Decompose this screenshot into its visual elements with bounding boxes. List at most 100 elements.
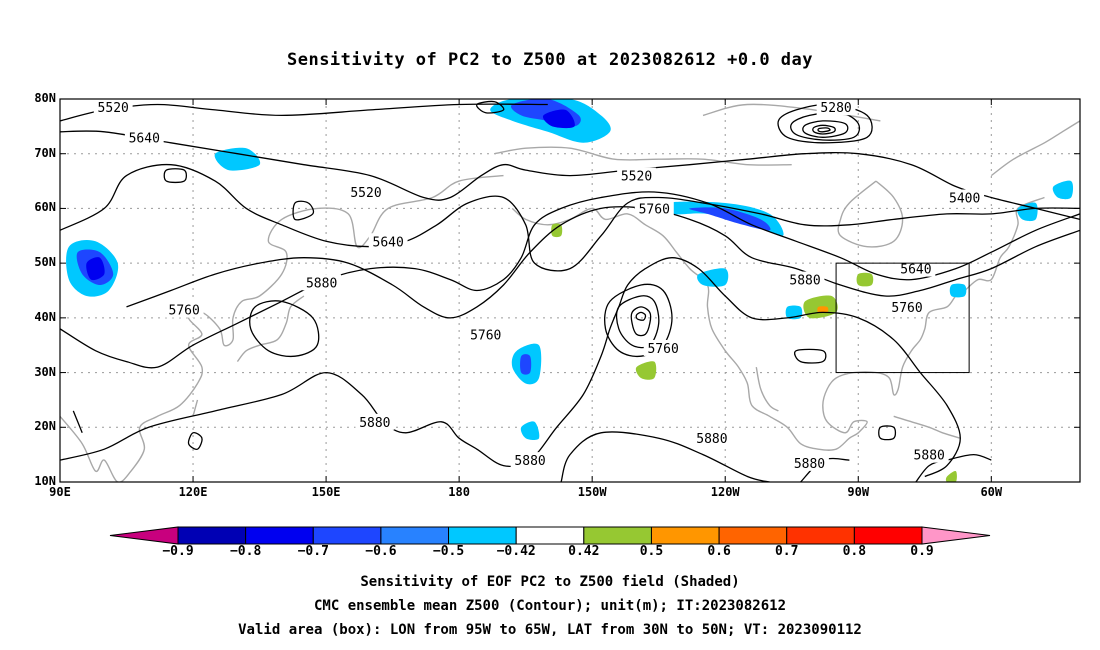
map-frame bbox=[59, 98, 1081, 483]
contour-label: 5880 bbox=[794, 457, 825, 472]
contour-label: 5880 bbox=[789, 274, 820, 289]
contour-ring bbox=[292, 200, 315, 221]
sensitivity-patch bbox=[945, 470, 957, 482]
contour-label: 5760 bbox=[647, 342, 678, 357]
coastline bbox=[702, 103, 881, 122]
contour-ring bbox=[812, 124, 836, 135]
lat-tick-label: 70N bbox=[34, 145, 56, 160]
colorbar bbox=[109, 526, 991, 545]
contour-ring bbox=[794, 348, 827, 364]
coastline bbox=[60, 174, 504, 482]
sensitivity-patch bbox=[697, 268, 729, 287]
contour-ring bbox=[802, 120, 849, 138]
contour-label-bg bbox=[887, 298, 927, 315]
colorbar-tick-label: 0.5 bbox=[639, 544, 664, 559]
lon-tick-label: 90E bbox=[49, 485, 71, 499]
lon-tick-label: 120W bbox=[710, 485, 740, 499]
sensitivity-patch bbox=[817, 306, 829, 314]
colorbar-segment bbox=[921, 526, 991, 545]
valid-area-box bbox=[835, 262, 970, 374]
coastlines bbox=[60, 103, 1080, 482]
sensitivity-patch bbox=[520, 354, 532, 375]
colorbar-segment bbox=[718, 526, 788, 545]
contour-label: 5880 bbox=[914, 449, 945, 464]
contour-label-bg bbox=[355, 413, 395, 430]
contour-label: 5400 bbox=[949, 191, 980, 206]
lat-tick-label: 40N bbox=[34, 309, 56, 324]
contour-label: 5760 bbox=[470, 328, 501, 343]
colorbar-tick-label: −0.6 bbox=[365, 544, 397, 559]
contour-line bbox=[60, 103, 548, 122]
lat-tick-label: 50N bbox=[34, 255, 56, 270]
contour-label-bg bbox=[302, 274, 342, 291]
contour-line bbox=[60, 163, 1080, 272]
colorbar-segment bbox=[380, 526, 450, 545]
contour-label-bg bbox=[790, 454, 829, 471]
caption-valid-area: Valid area (box): LON from 95W to 65W, L… bbox=[238, 622, 862, 638]
lat-tick-label: 10N bbox=[34, 474, 56, 488]
contour-label: 5520 bbox=[621, 170, 652, 185]
colorbar-tick-label: 0.7 bbox=[774, 544, 799, 559]
contour-label: 5640 bbox=[900, 263, 931, 278]
contour-label: 5880 bbox=[696, 432, 727, 447]
coastline bbox=[192, 399, 199, 417]
contour-ring bbox=[249, 300, 320, 358]
contour-label: 5760 bbox=[169, 304, 200, 319]
contour-label-bg bbox=[124, 129, 164, 146]
contour-ring bbox=[878, 425, 897, 441]
colorbar-tick-label: −0.8 bbox=[229, 544, 262, 559]
contour-label-bg bbox=[692, 430, 732, 447]
lat-tick-label: 80N bbox=[34, 91, 56, 105]
colorbar-tick-label: −0.42 bbox=[496, 544, 536, 559]
contour-label: 5760 bbox=[639, 202, 670, 217]
colorbar-segment bbox=[853, 526, 923, 545]
caption-shading: Sensitivity of EOF PC2 to Z500 field (Sh… bbox=[360, 574, 740, 590]
colorbar-segment bbox=[515, 526, 585, 545]
contour-line bbox=[60, 191, 1080, 369]
contour-label-bg bbox=[368, 233, 408, 250]
sensitivity-shading bbox=[66, 99, 1074, 482]
contour-label-bg bbox=[643, 339, 683, 356]
contour-ring bbox=[476, 100, 505, 114]
contour-label-bg bbox=[93, 99, 133, 116]
caption-contour: CMC ensemble mean Z500 (Contour); unit(m… bbox=[313, 598, 786, 614]
colorbar-tick-label: 0.9 bbox=[910, 544, 934, 559]
contour-ring bbox=[604, 283, 673, 358]
contour-label: 5520 bbox=[98, 101, 129, 116]
contour-ring bbox=[635, 311, 647, 321]
contour-ring bbox=[630, 306, 652, 337]
contour-ring bbox=[615, 295, 660, 349]
colorbar-segment bbox=[177, 526, 247, 545]
sensitivity-patch bbox=[635, 361, 657, 380]
sensitivity-patch bbox=[1052, 180, 1074, 200]
colorbar-segment bbox=[583, 526, 652, 545]
colorbar-tick-label: 0.8 bbox=[842, 544, 867, 559]
sensitivity-patch bbox=[659, 201, 784, 237]
contour-line bbox=[72, 410, 83, 434]
sensitivity-patch bbox=[520, 421, 540, 440]
contour-line bbox=[560, 431, 770, 482]
contour-label: 5880 bbox=[306, 276, 337, 291]
coastline bbox=[893, 415, 961, 439]
sensitivity-patch bbox=[551, 223, 563, 238]
lat-tick-label: 20N bbox=[34, 419, 56, 434]
colorbar-segment bbox=[448, 526, 517, 545]
contour-ring bbox=[187, 431, 203, 450]
colorbar-tick-label: −0.7 bbox=[297, 544, 329, 559]
contour-ring bbox=[817, 127, 831, 133]
contour-label: 5640 bbox=[129, 131, 160, 146]
coastline bbox=[236, 295, 305, 363]
sensitivity-patch bbox=[949, 283, 967, 298]
sensitivity-patch bbox=[214, 147, 261, 171]
contour-label-bg bbox=[510, 452, 550, 469]
contour-ring bbox=[790, 111, 861, 141]
contour-label-bg bbox=[634, 200, 674, 217]
contour-label-bg bbox=[896, 260, 936, 277]
colorbar-tick-label: −0.5 bbox=[432, 544, 465, 559]
colorbar-segment bbox=[786, 526, 855, 545]
colorbar-segment bbox=[109, 526, 179, 545]
contour-label-bg bbox=[466, 326, 506, 343]
contour-label-bg bbox=[909, 446, 949, 463]
contour-line bbox=[126, 206, 1080, 319]
